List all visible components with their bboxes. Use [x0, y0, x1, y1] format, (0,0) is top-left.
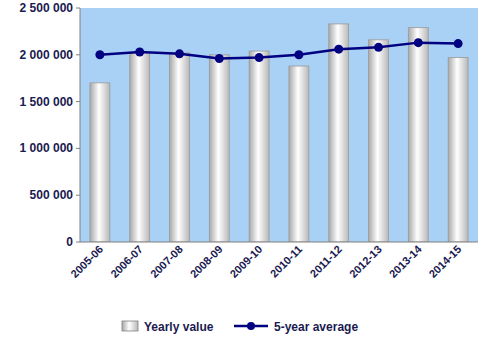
marker — [135, 47, 144, 56]
plot-background — [80, 8, 478, 242]
chart: 0 500 000 1 000 000 1 500 000 2 000 000 2 500… — [0, 0, 480, 340]
marker — [95, 50, 104, 59]
bar — [130, 53, 150, 242]
y-tick — [76, 101, 80, 102]
line — [100, 43, 458, 59]
bar — [249, 51, 269, 242]
marker — [294, 50, 303, 59]
legend-item: Yearly value — [122, 320, 214, 334]
y-tick — [76, 242, 80, 243]
bar — [90, 83, 110, 242]
legend-marker — [247, 322, 255, 330]
legend-label: Yearly value — [144, 320, 214, 334]
bar — [448, 58, 468, 242]
x-tick-label: 2011-12 — [308, 243, 345, 280]
bar — [329, 24, 349, 242]
x-tick-label: 2006-07 — [108, 243, 145, 280]
bar — [209, 55, 229, 242]
x-tick-label: 2009-10 — [227, 243, 264, 280]
y-tick — [76, 8, 80, 9]
marker — [215, 54, 224, 63]
x-tick-label: 2013-14 — [387, 242, 425, 280]
y-tick-label: 2 000 000 — [20, 48, 74, 62]
x-tick-label: 2014-15 — [426, 243, 463, 280]
marks — [90, 24, 468, 242]
bar — [369, 40, 389, 242]
y-tick-label: 1 500 000 — [20, 95, 74, 109]
y-tick — [76, 148, 80, 149]
marker — [454, 39, 463, 48]
y-tick — [76, 195, 80, 196]
x-tick-label: 2012-13 — [347, 243, 384, 280]
y-tick-label: 500 000 — [30, 188, 74, 202]
x-axis — [80, 242, 478, 243]
bar — [289, 66, 309, 242]
legend-label: 5-year average — [274, 320, 358, 334]
legend-item: 5-year average — [234, 320, 358, 334]
marker — [374, 43, 383, 52]
x-tick-label: 2007-08 — [148, 243, 185, 280]
bar — [408, 28, 428, 242]
marker — [255, 53, 264, 62]
marker — [334, 45, 343, 54]
x-tick-label: 2010-11 — [268, 243, 305, 280]
y-tick-label: 2 500 000 — [20, 1, 74, 15]
legend-swatch — [122, 321, 138, 331]
y-tick — [76, 54, 80, 55]
marker — [175, 49, 184, 58]
y-axis — [80, 8, 81, 242]
x-tick-label: 2005-06 — [68, 243, 105, 280]
y-tick-label: 1 000 000 — [20, 141, 74, 155]
x-tick-label: 2008-09 — [188, 243, 225, 280]
marker — [414, 38, 423, 47]
y-tick-label: 0 — [66, 235, 73, 249]
bar — [170, 53, 190, 242]
